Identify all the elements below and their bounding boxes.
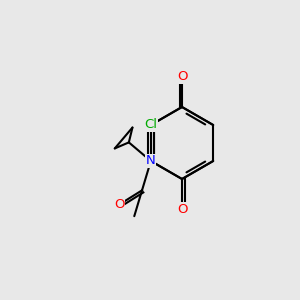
Text: O: O — [114, 198, 124, 211]
Text: O: O — [177, 70, 187, 83]
Text: O: O — [177, 203, 187, 216]
Text: N: N — [146, 154, 156, 167]
Text: Cl: Cl — [144, 118, 157, 131]
